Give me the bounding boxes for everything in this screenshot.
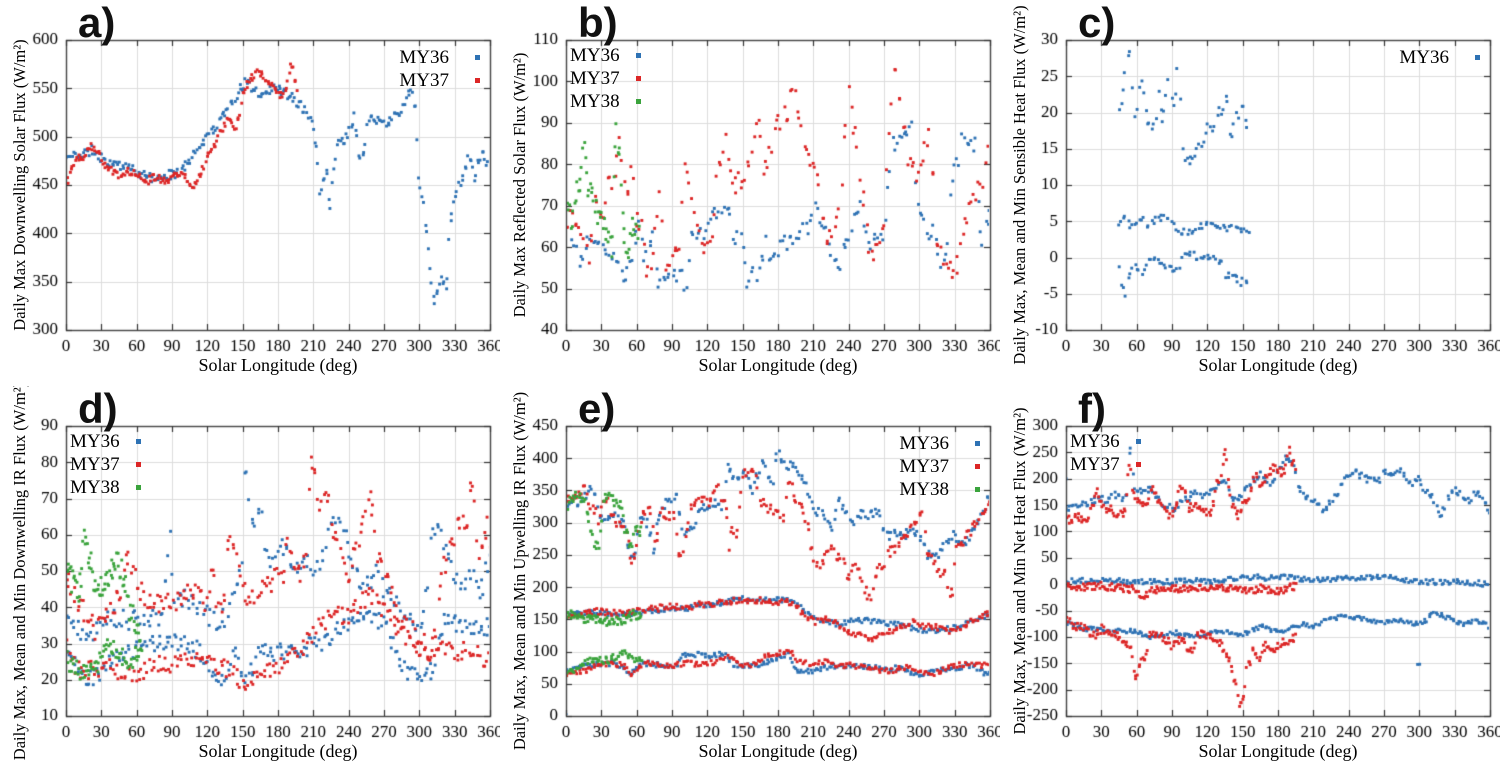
panel-a-xlabel: Solar Longitude (deg) (198, 355, 358, 375)
legend-marker-my38 (975, 487, 980, 492)
panel-f-legend: MY36 MY37 (1070, 430, 1141, 476)
panel-e-xlabel: Solar Longitude (deg) (698, 741, 858, 761)
legend-label-my36: MY36 (399, 46, 449, 68)
legend-marker-my38 (636, 99, 641, 104)
legend-marker-my37 (1136, 462, 1141, 467)
panel-e-canvas (500, 386, 1000, 772)
panel-d-canvas (0, 386, 500, 772)
panel-b-letter: b) (578, 0, 618, 46)
panel-c-xlabel: Solar Longitude (deg) (1198, 355, 1358, 375)
legend-marker-my36 (975, 441, 980, 446)
panel-d: d) Daily Max, Mean and Min Downwelling I… (0, 386, 500, 772)
panel-a-legend: MY36 MY37 (399, 46, 480, 92)
legend-entry: MY36 (1070, 430, 1141, 453)
legend-marker-my37 (975, 464, 980, 469)
legend-entry: MY36 (70, 430, 141, 453)
panel-e-ylabel: Daily Max, Mean and Min Upwelling IR Flu… (510, 391, 529, 751)
panel-d-legend: MY36 MY37 MY38 (70, 430, 141, 499)
legend-label-my37: MY37 (70, 453, 120, 475)
panel-a-letter: a) (78, 0, 116, 46)
panel-a-canvas (0, 0, 500, 386)
legend-entry: MY36 (899, 432, 980, 455)
panel-b-legend: MY36 MY37 MY38 (570, 44, 641, 113)
panel-b-canvas (500, 0, 1000, 386)
legend-label-my36: MY36 (1399, 46, 1449, 68)
panel-d-ylabel: Daily Max, Mean and Min Downwelling IR F… (10, 386, 29, 761)
legend-marker-my36 (475, 55, 480, 60)
panel-d-letter: d) (78, 386, 118, 432)
legend-label-my38: MY38 (570, 90, 620, 112)
panel-c-letter: c) (1078, 0, 1116, 46)
legend-label-my37: MY37 (399, 69, 449, 91)
panel-e-legend: MY36 MY37 MY38 (899, 432, 980, 501)
panel-f-letter: f) (1078, 386, 1106, 432)
panel-c-legend: MY36 (1399, 46, 1480, 69)
legend-label-my37: MY37 (1070, 453, 1120, 475)
legend-label-my36: MY36 (570, 44, 620, 66)
legend-entry: MY37 (1070, 453, 1141, 476)
legend-entry: MY37 (899, 455, 980, 478)
panel-f-ylabel: Daily Max, Mean and Min Net Heat Flux (W… (1010, 407, 1029, 735)
legend-marker-my37 (475, 78, 480, 83)
panel-f: f) Daily Max, Mean and Min Net Heat Flux… (1000, 386, 1500, 772)
panel-b-ylabel: Daily Max Reflected Solar Flux (W/m²) (510, 52, 529, 318)
legend-marker-my37 (636, 76, 641, 81)
panel-f-canvas (1000, 386, 1500, 772)
legend-marker-my36 (1136, 439, 1141, 444)
legend-entry: MY36 (1399, 46, 1480, 69)
panel-e-letter: e) (578, 386, 616, 432)
panel-d-xlabel: Solar Longitude (deg) (198, 741, 358, 761)
legend-label-my36: MY36 (899, 432, 949, 454)
legend-label-my37: MY37 (570, 67, 620, 89)
legend-label-my36: MY36 (1070, 430, 1120, 452)
panel-e: e) Daily Max, Mean and Min Upwelling IR … (500, 386, 1000, 772)
panel-b: b) Daily Max Reflected Solar Flux (W/m²)… (500, 0, 1000, 386)
legend-label-my38: MY38 (70, 476, 120, 498)
legend-marker-my36 (136, 439, 141, 444)
legend-entry: MY38 (70, 476, 141, 499)
legend-entry: MY36 (570, 44, 641, 67)
legend-entry: MY37 (399, 69, 480, 92)
legend-label-my38: MY38 (899, 478, 949, 500)
legend-entry: MY36 (399, 46, 480, 69)
legend-entry: MY37 (570, 67, 641, 90)
legend-marker-my36 (636, 53, 641, 58)
legend-entry: MY38 (899, 478, 980, 501)
panel-c-ylabel: Daily Max, Mean and Min Sensible Heat Fl… (1010, 5, 1029, 365)
panel-b-xlabel: Solar Longitude (deg) (698, 355, 858, 375)
panel-f-xlabel: Solar Longitude (deg) (1198, 741, 1358, 761)
legend-marker-my37 (136, 462, 141, 467)
legend-label-my37: MY37 (899, 455, 949, 477)
legend-entry: MY38 (570, 90, 641, 113)
legend-entry: MY37 (70, 453, 141, 476)
legend-marker-my36 (1475, 55, 1480, 60)
legend-marker-my38 (136, 485, 141, 490)
legend-label-my36: MY36 (70, 430, 120, 452)
panel-c-canvas (1000, 0, 1500, 386)
panel-a-ylabel: Daily Max Downwelling Solar Flux (W/m²) (10, 39, 29, 331)
panel-a: a) Daily Max Downwelling Solar Flux (W/m… (0, 0, 500, 386)
panel-c: c) Daily Max, Mean and Min Sensible Heat… (1000, 0, 1500, 386)
